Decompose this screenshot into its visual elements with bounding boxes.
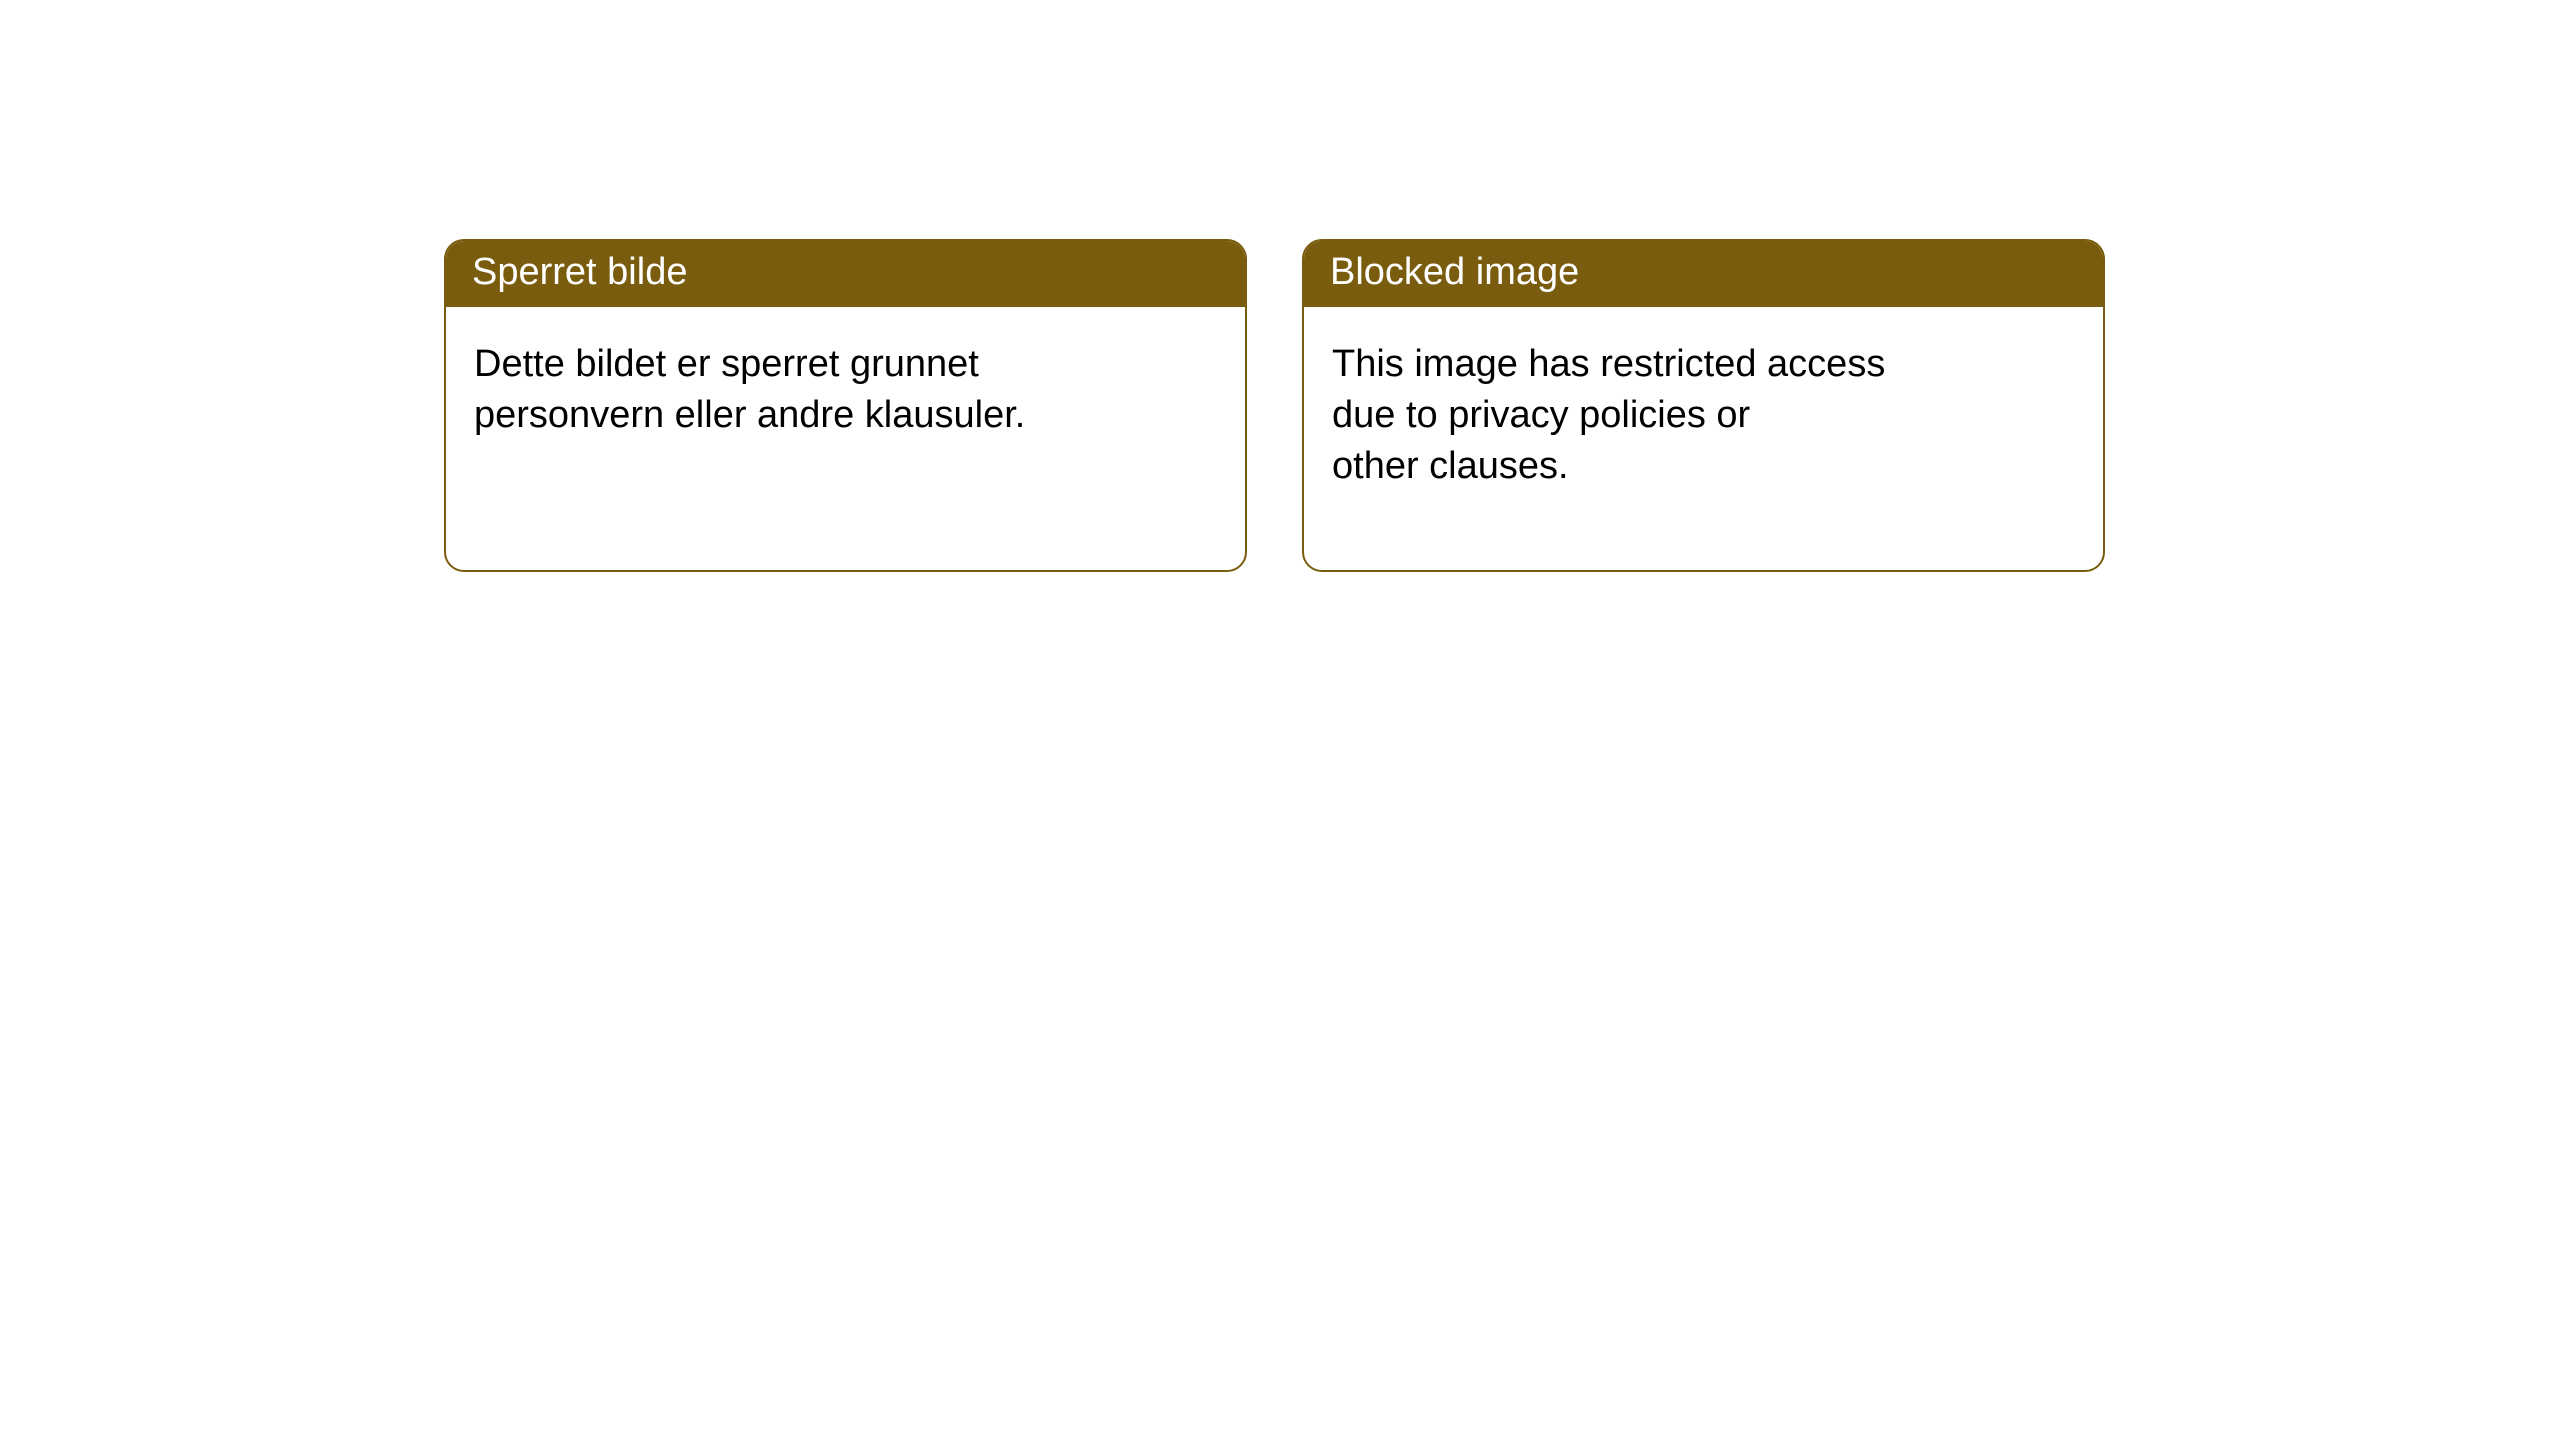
notice-container: Sperret bilde Dette bildet er sperret gr…	[0, 0, 2560, 572]
notice-card-no: Sperret bilde Dette bildet er sperret gr…	[444, 239, 1247, 572]
notice-body-en: This image has restricted access due to …	[1304, 307, 2103, 571]
notice-body-no: Dette bildet er sperret grunnet personve…	[446, 307, 1245, 520]
notice-header-en: Blocked image	[1304, 241, 2103, 307]
notice-card-en: Blocked image This image has restricted …	[1302, 239, 2105, 572]
notice-header-no: Sperret bilde	[446, 241, 1245, 307]
